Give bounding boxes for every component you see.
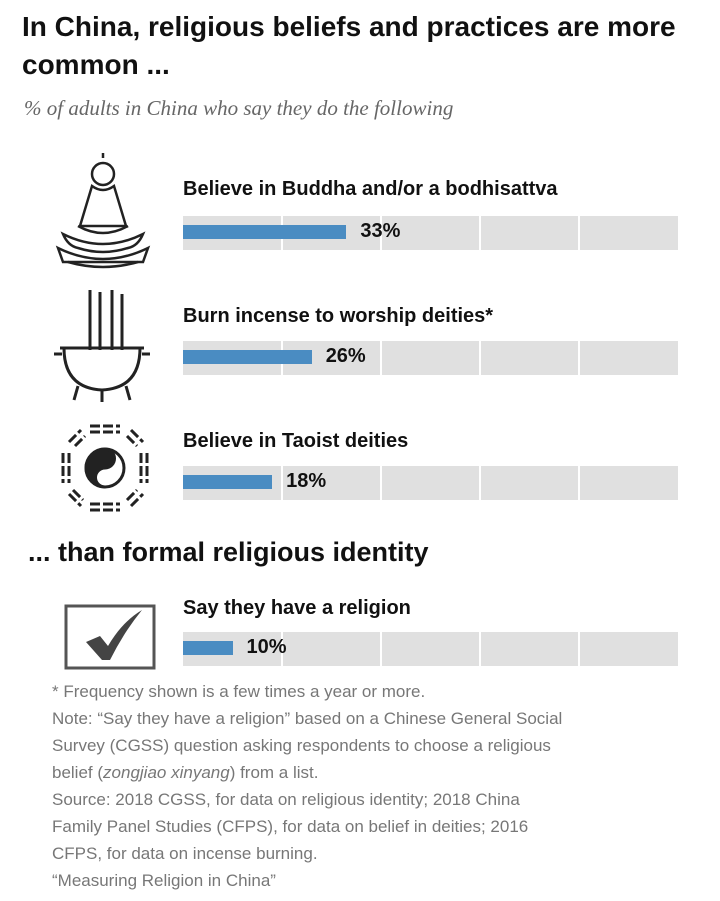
buddha-icon (55, 153, 151, 269)
value-label: 10% (246, 636, 287, 658)
gridline (578, 466, 580, 500)
bar-label: Believe in Taoist deities (183, 430, 409, 452)
gridline (578, 216, 580, 250)
bar-track: 10% (183, 632, 678, 666)
bar-track: 26% (183, 341, 678, 375)
note-line: belief (zongjiao xinyang) from a list. (52, 763, 319, 782)
gridline (380, 466, 382, 500)
bar-label: Burn incense to worship deities* (183, 305, 494, 327)
source-line: Source: 2018 CGSS, for data on religious… (52, 790, 520, 809)
gridline (578, 632, 580, 666)
bar (183, 225, 347, 239)
gridline (578, 341, 580, 375)
value-label: 26% (325, 345, 366, 367)
gridline (479, 466, 481, 500)
gridline (281, 466, 283, 500)
note-line: Survey (CGSS) question asking respondent… (52, 736, 551, 755)
incense-burner-icon (54, 290, 150, 402)
gridline (281, 632, 283, 666)
report-title: “Measuring Religion in China” (52, 871, 276, 890)
checkbox-check-icon (64, 604, 156, 670)
gridline (380, 632, 382, 666)
note-line: Note: “Say they have a religion” based o… (52, 709, 563, 728)
yin-yang-bagua-icon (61, 424, 149, 512)
gridline (479, 341, 481, 375)
bar-track: 33% (183, 216, 678, 250)
bar-label: Believe in Buddha and/or a bodhisattva (183, 178, 558, 200)
bar-label: Say they have a religion (183, 597, 411, 619)
gridline (380, 216, 382, 250)
gridline (479, 216, 481, 250)
value-label: 18% (286, 470, 327, 492)
bar-track: 18% (183, 466, 678, 500)
chart-subtitle: % of adults in China who say they do the… (24, 96, 454, 120)
footnote: * Frequency shown is a few times a year … (52, 682, 426, 701)
bar (183, 475, 273, 489)
value-label: 33% (360, 220, 401, 242)
notes: * Frequency shown is a few times a year … (52, 678, 692, 894)
section-heading: ... than formal religious identity (28, 537, 429, 567)
bar (183, 350, 312, 364)
bar (183, 641, 233, 655)
chart-title: In China, religious beliefs and practice… (22, 11, 676, 80)
gridline (380, 341, 382, 375)
source-line: Family Panel Studies (CFPS), for data on… (52, 817, 529, 836)
source-line: CFPS, for data on incense burning. (52, 844, 318, 863)
gridline (479, 632, 481, 666)
